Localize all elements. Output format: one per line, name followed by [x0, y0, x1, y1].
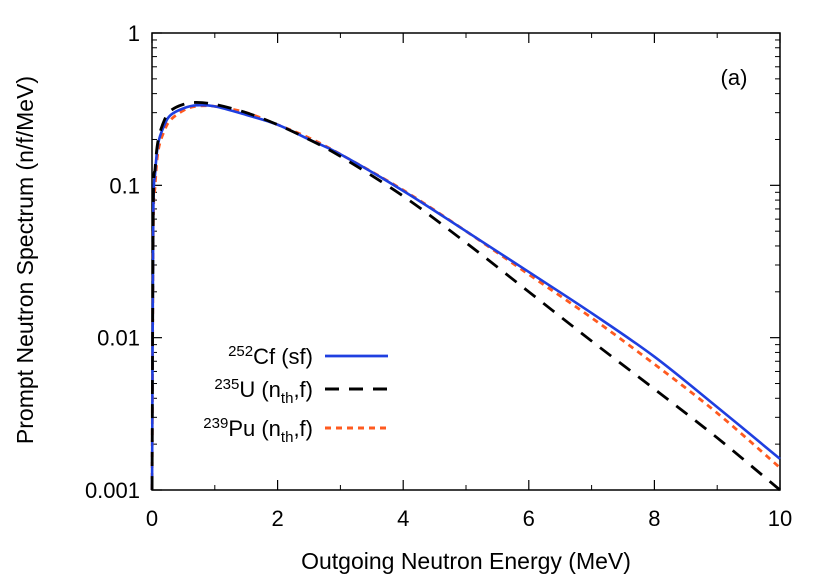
- legend-label-tail: ,f): [293, 377, 313, 402]
- x-tick-label: 2: [271, 506, 283, 531]
- legend-label-sub: th: [281, 390, 294, 407]
- legend-entry-2: 239Pu (nth,f): [203, 415, 388, 446]
- y-tick-label: 0.001: [85, 478, 140, 503]
- legend-entry-0: 252Cf (sf): [228, 343, 388, 369]
- series-line-1: [150, 101, 781, 492]
- legend-label-tail: ,f): [293, 416, 313, 441]
- x-tick-labels: 0 2 4 6 8 10: [146, 506, 792, 531]
- x-tick-label: 6: [523, 506, 535, 531]
- legend: 252Cf (sf)235U (nth,f)239Pu (nth,f): [203, 343, 388, 446]
- panel-label: (a): [721, 65, 748, 90]
- legend-label-main: Pu (n: [228, 416, 281, 441]
- legend-label-main: U (n: [239, 377, 281, 402]
- legend-label-sub: th: [281, 429, 294, 446]
- y-tick-label: 1: [128, 21, 140, 46]
- legend-label-main: Cf (sf): [253, 344, 313, 369]
- legend-label-sup: 252: [228, 343, 253, 360]
- x-tick-label: 0: [146, 506, 158, 531]
- x-tick-label: 4: [397, 506, 409, 531]
- series-line-0: [150, 103, 781, 491]
- legend-label: 239Pu (nth,f): [203, 415, 313, 446]
- y-axis-label: Prompt Neutron Spectrum (n/f/MeV): [12, 76, 38, 444]
- series-lines: [150, 101, 781, 492]
- y-tick-label: 0.1: [109, 173, 140, 198]
- legend-entry-1: 235U (nth,f): [214, 376, 388, 407]
- legend-label: 252Cf (sf): [228, 343, 313, 369]
- series-line-2: [150, 104, 781, 491]
- x-tick-label: 10: [768, 506, 792, 531]
- y-tick-labels: 0.001 0.01 0.1 1: [85, 21, 140, 503]
- legend-label: 235U (nth,f): [214, 376, 313, 407]
- x-tick-label: 8: [648, 506, 660, 531]
- legend-label-sup: 235: [214, 376, 239, 393]
- x-axis-label: Outgoing Neutron Energy (MeV): [301, 548, 631, 574]
- legend-label-sup: 239: [203, 415, 228, 432]
- y-tick-label: 0.01: [97, 326, 140, 351]
